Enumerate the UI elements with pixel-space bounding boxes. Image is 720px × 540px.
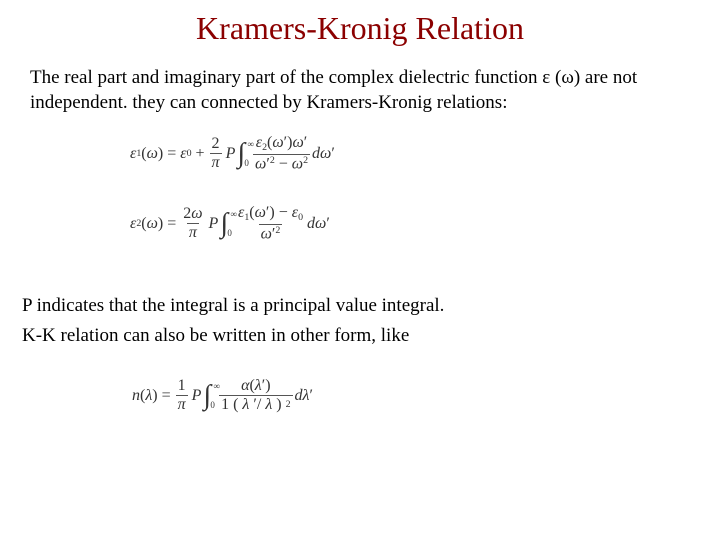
- eq2-pv: P: [206, 215, 219, 233]
- eq2-eq: =: [163, 215, 180, 233]
- eq3-lhs-arg: λ: [145, 387, 152, 405]
- eq1-integral: ∫ ∞ 0: [235, 142, 246, 166]
- eq3-coeff-num: 1: [176, 378, 188, 395]
- equation-1: ε1(ω) = ε0 + 2 π P ∫ ∞ 0 ε2(ω′)ω′ ω′2 − …: [130, 135, 335, 172]
- eq3-coeff-den: π: [176, 395, 188, 413]
- slide: Kramers-Kronig Relation The real part an…: [0, 0, 720, 540]
- other-form-note: K-K relation can also be written in othe…: [22, 324, 682, 349]
- eq1-int-upper: ∞: [247, 139, 253, 149]
- eq1-int-lower: 0: [244, 158, 249, 168]
- eq3-pv: P: [189, 387, 202, 405]
- eq3-int-lower: 0: [210, 400, 215, 410]
- eq2-integral: ∫ ∞ 0: [218, 212, 229, 236]
- slide-title: Kramers-Kronig Relation: [0, 10, 720, 47]
- equation-2: ε2(ω) = 2ω π P ∫ ∞ 0 ε1(ω′) − ε0 ω′2: [130, 205, 330, 242]
- eq2-num-minus: −: [275, 204, 292, 221]
- eq3-den-left: 1: [221, 397, 229, 413]
- intro-paragraph: The real part and imaginary part of the …: [30, 66, 690, 115]
- eq1-plus: +: [192, 145, 209, 163]
- eq2-coeff-den: π: [187, 223, 199, 241]
- eq3-int-upper: ∞: [213, 381, 219, 391]
- eq3-eq: =: [158, 387, 175, 405]
- principal-value-note: P indicates that the integral is a princ…: [22, 294, 682, 319]
- eq2-lhs-arg: ω: [147, 215, 158, 233]
- eq1-eq: =: [163, 145, 180, 163]
- eq3-lhs-fn: n: [132, 387, 140, 405]
- eq1-coeff-num: 2: [210, 136, 222, 153]
- eq2-int-lower: 0: [227, 228, 232, 238]
- eq1-coeff-den: π: [210, 153, 222, 171]
- eq1-pv: P: [223, 145, 236, 163]
- eq1-lhs-arg: ω: [147, 145, 158, 163]
- eq3-integral: ∫ ∞ 0: [201, 384, 212, 408]
- equation-3: n(λ) = 1 π P ∫ ∞ 0 α(λ′) 1 (λ′/λ)2: [132, 378, 313, 413]
- eq2-int-upper: ∞: [230, 209, 236, 219]
